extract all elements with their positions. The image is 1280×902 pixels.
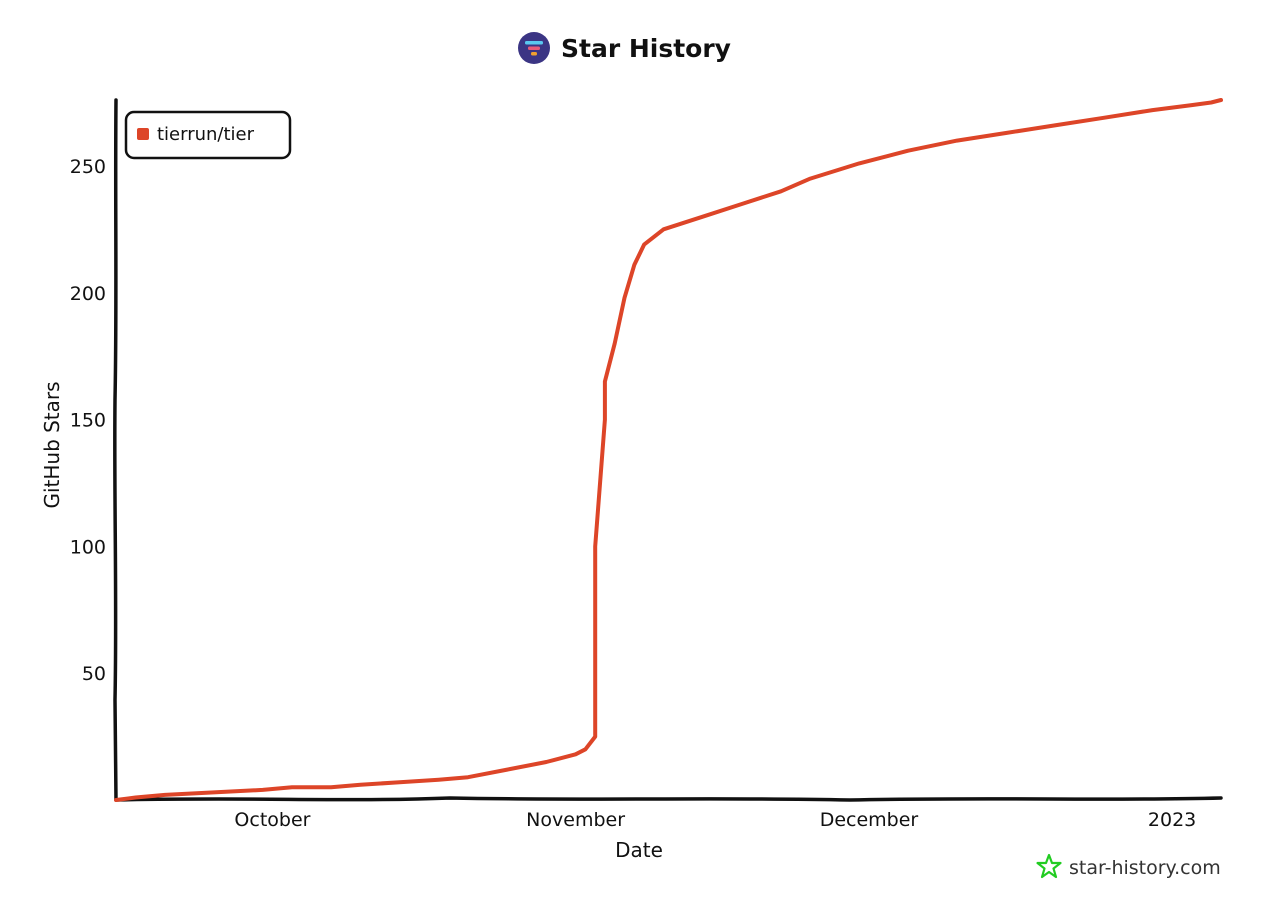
y-axis-title: GitHub Stars bbox=[40, 381, 64, 508]
series-line-tierrun-tier bbox=[114, 98, 1223, 802]
y-tick-label: 50 bbox=[82, 663, 106, 685]
legend: tierrun/tier bbox=[124, 110, 292, 160]
chart-title: Star History bbox=[561, 34, 731, 63]
y-axis-line bbox=[113, 98, 118, 802]
x-tick-label: October bbox=[234, 809, 310, 831]
x-tick-label: November bbox=[526, 809, 625, 831]
legend-label: tierrun/tier bbox=[157, 124, 255, 145]
y-tick-label: 100 bbox=[70, 536, 106, 558]
axes bbox=[113, 98, 1223, 802]
x-tick-label: 2023 bbox=[1148, 809, 1196, 831]
y-tick-label: 150 bbox=[70, 410, 106, 432]
y-tick-label: 250 bbox=[70, 156, 106, 178]
legend-box bbox=[124, 110, 292, 160]
x-tick-label: December bbox=[820, 809, 919, 831]
star-outline-icon bbox=[1036, 853, 1062, 879]
x-axis-title: Date bbox=[615, 838, 663, 862]
x-tick-labels: October November December 2023 bbox=[234, 809, 1196, 831]
star-history-logo-icon bbox=[518, 32, 550, 64]
chart-header: Star History bbox=[518, 32, 731, 64]
y-tick-labels: 50 100 150 200 250 bbox=[70, 156, 106, 685]
x-axis-line bbox=[114, 796, 1223, 802]
y-tick-label: 200 bbox=[70, 283, 106, 305]
watermark-text[interactable]: star-history.com bbox=[1069, 857, 1221, 879]
watermark[interactable]: star-history.com bbox=[1036, 853, 1221, 879]
legend-swatch bbox=[137, 128, 149, 140]
series-layer bbox=[114, 98, 1223, 802]
